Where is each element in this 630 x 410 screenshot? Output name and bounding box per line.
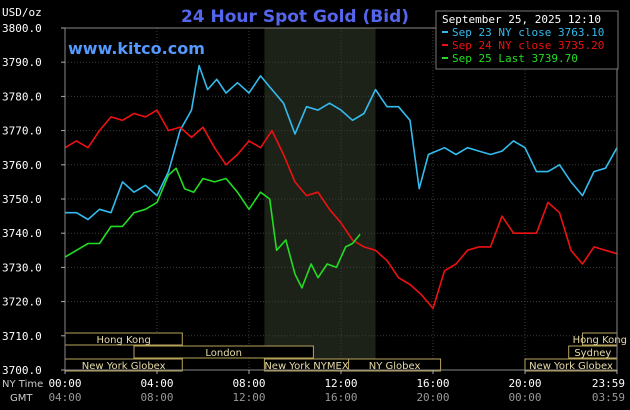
session-bar: NY Globex	[348, 358, 442, 372]
x-tick-label-gmt: 00:00	[508, 391, 541, 404]
session-bar: Hong Kong	[64, 332, 183, 346]
session-bar: London	[133, 345, 314, 359]
y-tick-label: 3780.0	[2, 90, 42, 103]
x-tick-label-ny: 23:59	[592, 377, 625, 390]
session-label: Hong Kong	[573, 335, 627, 346]
y-tick-label: 3730.0	[2, 261, 42, 274]
y-tick-label: 3750.0	[2, 193, 42, 206]
y-tick-label: 3720.0	[2, 296, 42, 309]
x-tick-label-gmt: 04:00	[48, 391, 81, 404]
y-tick-label: 3760.0	[2, 159, 42, 172]
legend-box	[435, 10, 619, 70]
series-line-3	[64, 167, 361, 289]
legend-item-sep23: Sep 23 NY close 3763.10	[442, 26, 604, 39]
x-tick-label-gmt: 08:00	[140, 391, 173, 404]
x-tick-label-ny: 04:00	[140, 377, 173, 390]
session-label: London	[205, 348, 242, 359]
y-tick-label: 3790.0	[2, 56, 42, 69]
legend-label: Sep 25 Last 3739.70	[452, 52, 578, 65]
x-tick-label-ny: 20:00	[508, 377, 541, 390]
chart-title: 24 Hour Spot Gold (Bid)	[181, 7, 409, 27]
ny-time-label: NY Time	[2, 379, 43, 390]
session-label: New York NYMEX	[264, 361, 349, 372]
x-tick-label-gmt: 12:00	[232, 391, 265, 404]
y-tick-label: 3700.0	[2, 364, 42, 377]
legend-timestamp: September 25, 2025 12:10	[442, 13, 601, 26]
x-tick-label-ny: 16:00	[416, 377, 449, 390]
session-bar: Sydney	[568, 345, 618, 359]
legend-label: Sep 24 NY close 3735.20	[452, 39, 604, 52]
x-tick-label-gmt: 20:00	[416, 391, 449, 404]
legend-item-sep24: Sep 24 NY close 3735.20	[442, 39, 604, 52]
x-tick-label-ny: 08:00	[232, 377, 265, 390]
session-label: NY Globex	[369, 361, 421, 372]
watermark-text: www.kitco.com	[68, 39, 205, 58]
session-label: Sydney	[574, 348, 611, 359]
series-line-2	[64, 109, 618, 310]
session-label: Hong Kong	[96, 335, 150, 346]
x-tick-label-gmt: 16:00	[324, 391, 357, 404]
x-tick-label-gmt: 03:59	[592, 391, 625, 404]
y-tick-label: 3770.0	[2, 125, 42, 138]
series-line-1	[65, 64, 618, 221]
unit-label: USD/oz	[2, 6, 42, 19]
x-tick-label-ny: 12:00	[324, 377, 357, 390]
legend-label: Sep 23 NY close 3763.10	[452, 26, 604, 39]
y-tick-label: 3800.0	[2, 22, 42, 35]
y-tick-label: 3740.0	[2, 227, 42, 240]
session-label: New York Globex	[529, 361, 613, 372]
y-tick-label: 3710.0	[2, 330, 42, 343]
session-label: New York Globex	[82, 361, 166, 372]
gmt-label: GMT	[10, 393, 33, 404]
session-bar-box	[348, 358, 442, 372]
session-bar: New York NYMEX	[263, 358, 350, 372]
session-bar-box	[133, 345, 314, 359]
session-bar: Hong Kong	[573, 332, 627, 346]
x-tick-label-ny: 00:00	[48, 377, 81, 390]
legend-item-sep25: Sep 25 Last 3739.70	[442, 52, 578, 65]
